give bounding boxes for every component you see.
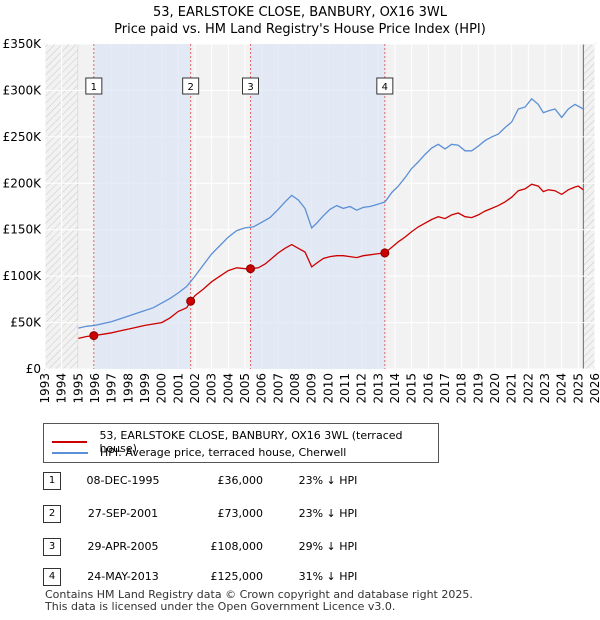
y-tick-label: £150K	[3, 223, 43, 237]
sale-number-badge: 4	[43, 568, 61, 586]
x-tick-label: 2022	[521, 373, 535, 404]
sale-number-label: 3	[247, 82, 253, 93]
sale-period-band	[93, 44, 191, 369]
x-tick-label: 2020	[488, 373, 502, 404]
x-tick-label: 2002	[188, 373, 202, 404]
sale-hpi-diff: 23% ↓ HPI	[298, 507, 358, 520]
chart-title: 53, EARLSTOKE CLOSE, BANBURY, OX16 3WL	[153, 5, 448, 20]
legend-label-hpi: HPI: Average price, terraced house, Cher…	[100, 446, 347, 459]
x-tick-label: 2009	[305, 373, 319, 404]
x-tick-label: 2010	[321, 373, 335, 404]
x-tick-label: 2018	[455, 373, 469, 404]
y-tick-label: £200K	[3, 176, 43, 190]
sale-price: £73,000	[217, 507, 264, 520]
sale-number-badge: 2	[43, 505, 61, 523]
sale-period-band	[250, 44, 385, 369]
x-tick-label: 2014	[388, 373, 402, 404]
footer-line-licence: This data is licensed under the Open Gov…	[45, 600, 396, 613]
sale-number-label: 2	[187, 82, 193, 93]
x-tick-label: 1993	[38, 373, 52, 404]
x-tick-label: 2025	[571, 373, 585, 404]
y-tick-label: £100K	[3, 269, 43, 283]
sale-number-badge: 1	[43, 472, 61, 490]
price-chart: 53, EARLSTOKE CLOSE, BANBURY, OX16 3WL P…	[3, 5, 600, 404]
sale-point	[246, 264, 255, 274]
sale-number-badge: 3	[43, 538, 61, 556]
sale-number-box	[85, 77, 103, 95]
table-row: 3 29-APR-2005 £108,000 29% ↓ HPI	[43, 538, 443, 558]
footer-attribution: Contains HM Land Registry data © Crown c…	[45, 589, 473, 613]
x-tick-label: 2003	[205, 373, 219, 404]
x-tick-label: 1995	[71, 373, 85, 404]
y-tick-label: £350K	[3, 37, 43, 51]
x-tick-label: 2024	[555, 373, 569, 404]
x-tick-label: 2000	[155, 373, 169, 404]
x-tick-label: 2026	[588, 373, 600, 404]
x-tick-label: 2005	[238, 373, 252, 404]
legend-item-price-paid: 53, EARLSTOKE CLOSE, BANBURY, OX16 3WL (…	[52, 429, 438, 455]
y-tick-label: £0	[26, 362, 41, 376]
sale-price: £36,000	[217, 474, 264, 487]
x-tick-label: 2008	[288, 373, 302, 404]
legend-swatch-blue	[52, 451, 88, 454]
x-tick-label: 1997	[105, 373, 119, 404]
y-tick-label: £250K	[3, 130, 43, 144]
sale-point	[186, 296, 196, 306]
sale-number-box	[242, 77, 259, 95]
x-tick-label: 1996	[88, 373, 102, 404]
x-tick-label: 2023	[538, 373, 552, 404]
x-tick-label: 1998	[121, 373, 135, 404]
sale-hpi-diff: 23% ↓ HPI	[298, 474, 358, 487]
y-tick-label: £300K	[3, 83, 43, 97]
legend-item-hpi: HPI: Average price, terraced house, Cher…	[52, 446, 346, 459]
x-tick-label: 2007	[271, 373, 285, 404]
sale-number-label: 1	[91, 82, 97, 93]
x-tick-label: 2016	[421, 373, 435, 404]
y-tick-label: £50K	[10, 316, 42, 330]
sale-price: £125,000	[210, 570, 264, 583]
hatched-region	[583, 44, 595, 369]
x-tick-label: 2012	[355, 373, 369, 404]
table-row: 1 08-DEC-1995 £36,000 23% ↓ HPI	[43, 472, 443, 492]
x-tick-label: 2017	[438, 373, 452, 404]
x-tick-label: 2013	[371, 373, 385, 404]
x-tick-label: 2021	[505, 373, 519, 404]
legend-swatch-red	[52, 441, 88, 443]
sale-date: 29-APR-2005	[87, 540, 159, 553]
footer-line-copyright: Contains HM Land Registry data © Crown c…	[45, 588, 473, 601]
table-row: 2 27-SEP-2001 £73,000 23% ↓ HPI	[43, 505, 443, 525]
price-paid-series-line	[78, 183, 584, 340]
x-tick-label: 2015	[405, 373, 419, 404]
legend: 53, EARLSTOKE CLOSE, BANBURY, OX16 3WL (…	[43, 423, 439, 463]
sale-point	[89, 331, 99, 341]
chart-subtitle: Price paid vs. HM Land Registry's House …	[114, 22, 486, 37]
x-tick-label: 2011	[338, 373, 352, 404]
sale-number-label: 4	[382, 82, 388, 93]
sale-date: 27-SEP-2001	[87, 507, 159, 520]
x-tick-label: 1999	[138, 373, 152, 404]
x-tick-label: 1994	[55, 373, 69, 404]
sale-number-box	[376, 77, 394, 95]
x-tick-label: 2004	[221, 373, 235, 404]
x-tick-label: 2006	[255, 373, 269, 404]
sale-hpi-diff: 29% ↓ HPI	[298, 540, 358, 553]
sale-number-box	[182, 77, 200, 95]
table-row: 4 24-MAY-2013 £125,000 31% ↓ HPI	[43, 568, 443, 588]
sale-date: 24-MAY-2013	[87, 570, 159, 583]
hpi-series-line	[78, 97, 584, 329]
sale-price: £108,000	[210, 540, 264, 553]
sale-hpi-diff: 31% ↓ HPI	[298, 570, 358, 583]
legend-label-price-paid: 53, EARLSTOKE CLOSE, BANBURY, OX16 3WL (…	[99, 429, 403, 455]
sale-date: 08-DEC-1995	[86, 474, 160, 487]
sale-point	[380, 248, 390, 258]
x-tick-label: 2019	[471, 373, 485, 404]
x-tick-label: 2001	[171, 373, 185, 404]
